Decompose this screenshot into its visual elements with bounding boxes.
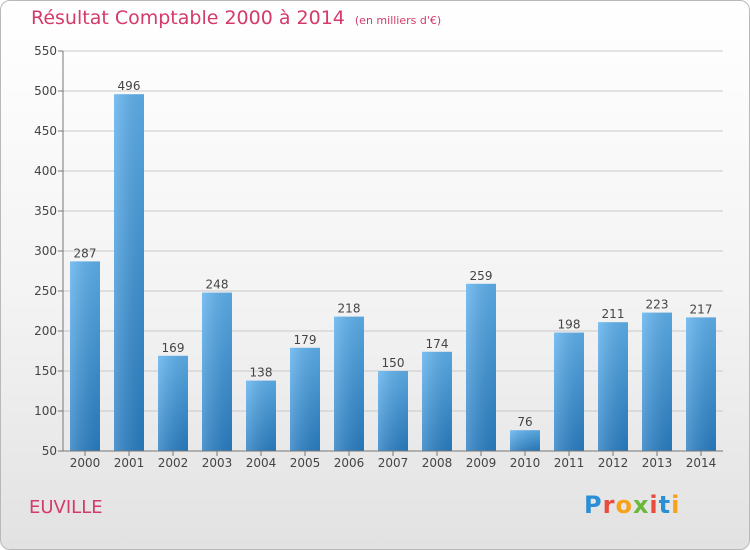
x-tick-label: 2008 [422, 456, 453, 470]
logo-letter: i [649, 491, 659, 519]
bar-shade [70, 261, 100, 451]
data-label: 198 [558, 318, 581, 332]
y-tick-label: 150 [34, 364, 57, 378]
x-tick-label: 2002 [158, 456, 189, 470]
logo-letter: P [584, 491, 603, 519]
data-label: 496 [118, 79, 141, 93]
commune-name: EUVILLE [29, 497, 103, 518]
x-tick-label: 2007 [378, 456, 409, 470]
unit-note: (en milliers d'€) [354, 14, 442, 27]
x-tick-label: 2013 [642, 456, 673, 470]
proxiti-logo: Proxiti [584, 491, 680, 519]
y-tick-label: 50 [42, 444, 57, 458]
bar-shade [554, 332, 584, 451]
y-tick-label: 200 [34, 324, 57, 338]
data-label: 218 [338, 302, 361, 316]
x-tick-label: 2011 [554, 456, 585, 470]
bar-shade [246, 380, 276, 451]
x-tick-label: 2010 [510, 456, 541, 470]
data-label: 217 [690, 302, 713, 316]
y-tick-label: 450 [34, 124, 57, 138]
x-tick-label: 2001 [114, 456, 145, 470]
x-tick-label: 2006 [334, 456, 365, 470]
y-tick-label: 500 [34, 84, 57, 98]
chart-title-block: Résultat Comptable 2000 à 2014 (en millie… [31, 7, 441, 29]
chart-title: Résultat Comptable 2000 à 2014 [31, 7, 345, 29]
data-label: 287 [74, 246, 97, 260]
data-label: 211 [602, 307, 625, 321]
logo-letter: i [671, 491, 681, 519]
bar-shade [290, 347, 320, 451]
bar-shade [686, 317, 716, 451]
bar-shade [202, 292, 232, 451]
x-tick-label: 2014 [686, 456, 717, 470]
y-tick-label: 550 [34, 44, 57, 58]
logo-letter: o [615, 491, 633, 519]
bar-shade [334, 316, 364, 451]
data-label: 138 [250, 366, 273, 380]
bar-shade [158, 355, 188, 451]
bar-shade [510, 430, 540, 451]
x-tick-label: 2004 [246, 456, 277, 470]
x-tick-label: 2005 [290, 456, 321, 470]
x-tick-label: 2009 [466, 456, 497, 470]
data-label: 179 [294, 333, 317, 347]
y-tick-label: 350 [34, 204, 57, 218]
x-tick-label: 2012 [598, 456, 629, 470]
bar-shade [466, 283, 496, 451]
y-tick-label: 400 [34, 164, 57, 178]
x-tick-label: 2003 [202, 456, 233, 470]
logo-letter: r [602, 491, 616, 519]
logo-letter: x [632, 491, 650, 519]
data-label: 223 [646, 298, 669, 312]
bar-shade [598, 322, 628, 451]
bar-shade [114, 94, 144, 451]
x-tick-label: 2000 [70, 456, 101, 470]
data-label: 169 [162, 341, 185, 355]
data-label: 174 [426, 337, 449, 351]
bar-shade [642, 312, 672, 451]
data-label: 259 [470, 269, 493, 283]
data-label: 150 [382, 356, 405, 370]
y-tick-label: 300 [34, 244, 57, 258]
bar-shade [422, 351, 452, 451]
bar-shade [378, 371, 408, 451]
data-label: 76 [517, 415, 532, 429]
y-tick-label: 250 [34, 284, 57, 298]
logo-letter: t [658, 491, 672, 519]
y-tick-label: 100 [34, 404, 57, 418]
data-label: 248 [206, 278, 229, 292]
